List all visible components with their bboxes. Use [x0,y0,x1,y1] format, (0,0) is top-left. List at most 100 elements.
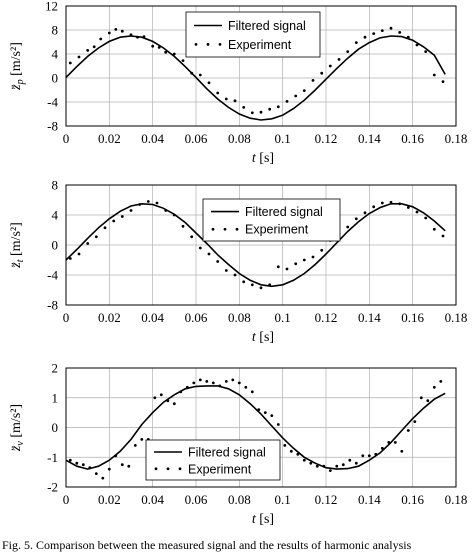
data-point-experiment [424,216,428,220]
data-point-experiment [120,215,124,218]
data-point-experiment [372,32,376,35]
y-tick-label: 8 [52,23,59,38]
data-point-experiment [216,260,220,263]
y-tick-label: 1 [52,390,59,405]
data-point-experiment [315,464,319,468]
data-point-experiment [129,209,133,212]
data-point-experiment [380,29,384,32]
x-axis-label: t [s] [252,512,274,527]
y-tick-label: 4 [52,47,59,62]
legend-point-swatch [154,467,158,471]
data-point-experiment [86,49,90,52]
data-point-experiment [257,408,261,411]
legend-label-experiment: Experiment [228,38,292,52]
data-point-experiment [380,201,384,205]
data-point-experiment [250,283,254,287]
data-point-experiment [211,381,215,385]
data-point-experiment [142,35,146,38]
x-tick-label: 0.06 [185,310,208,325]
data-point-experiment [198,73,202,77]
data-point-experiment [68,257,72,260]
x-tick-label: 0.1 [275,131,291,146]
data-point-experiment [311,255,315,259]
data-point-experiment [120,29,124,33]
data-point-experiment [302,458,306,462]
y-tick-label: 12 [45,0,58,14]
data-point-experiment [268,283,272,287]
data-point-experiment [389,200,393,204]
legend-point-swatch [166,467,170,471]
data-point-experiment [224,380,228,383]
data-point-experiment [294,262,298,266]
data-point-experiment [413,420,417,423]
data-point-experiment [283,444,287,447]
series-line-filtered-signal [65,202,446,288]
x-tick-label: 0.16 [401,131,424,146]
legend-label-filtered-signal: Filtered signal [188,446,266,460]
data-point-experiment [114,454,118,458]
data-point-experiment [237,381,241,385]
data-point-experiment [406,429,410,432]
data-point-experiment [133,444,137,447]
data-point-experiment [348,458,352,462]
data-point-experiment [374,452,378,456]
data-point-experiment [250,390,254,394]
data-point-experiment [140,438,144,441]
data-point-experiment [190,71,194,75]
data-point-experiment [81,463,85,467]
data-point-experiment [419,396,423,400]
legend-point-swatch [178,467,182,471]
plot-frame [65,367,457,488]
data-point-experiment [198,378,202,382]
x-tick-label: 0.14 [358,492,381,507]
series-line-filtered-signal [65,385,446,470]
data-point-experiment [146,200,150,203]
x-tick-label: 0.16 [401,310,424,325]
x-tick-label: 0.02 [98,131,121,146]
legend-label-experiment: Experiment [245,223,309,237]
x-tick-label: 0.08 [228,131,251,146]
data-point-experiment [99,37,103,41]
data-point-experiment [224,269,228,272]
data-point-experiment [164,50,168,54]
data-point-experiment [231,378,235,382]
data-point-experiment [320,71,324,75]
data-point-experiment [151,44,155,48]
x-axis-label: t [s] [252,330,274,345]
legend-box [202,198,341,242]
data-point-experiment [389,26,393,30]
y-axis-label: z̈v [m/s²] [9,404,26,452]
legend-point-swatch [211,227,215,231]
x-tick-label: 0.12 [315,131,338,146]
x-tick-label: 0.12 [315,492,338,507]
x-tick-label: 0.04 [141,131,164,146]
data-point-experiment [164,209,168,212]
data-point-experiment [328,64,332,68]
x-tick-label: 0.18 [445,131,468,146]
data-point-experiment [268,107,272,111]
x-tick-label: 0.18 [445,310,468,325]
y-tick-label: 2 [52,361,59,376]
y-tick-label: -1 [47,450,58,465]
y-axis-label: z̈p [m/s²] [9,42,26,91]
legend-label-filtered-signal: Filtered signal [228,19,306,33]
data-point-experiment [172,213,176,217]
data-point-experiment [363,211,367,215]
series-line-filtered-signal [65,35,446,121]
x-tick-label: 0 [63,492,70,507]
data-point-experiment [107,31,111,35]
legend-point-swatch [206,43,210,46]
y-axis-label: z̈t [m/s²] [9,222,26,268]
x-tick-label: 0.18 [445,492,468,507]
data-point-experiment [361,454,365,458]
data-point-experiment [136,35,139,39]
y-tick-label: -2 [47,480,58,495]
data-point-experiment [328,469,332,472]
data-point-experiment [166,399,170,403]
data-point-experiment [88,466,92,470]
legend-label-experiment: Experiment [188,462,252,476]
data-point-experiment [224,97,228,101]
data-point-experiment [242,280,246,284]
data-point-experiment [181,224,185,228]
